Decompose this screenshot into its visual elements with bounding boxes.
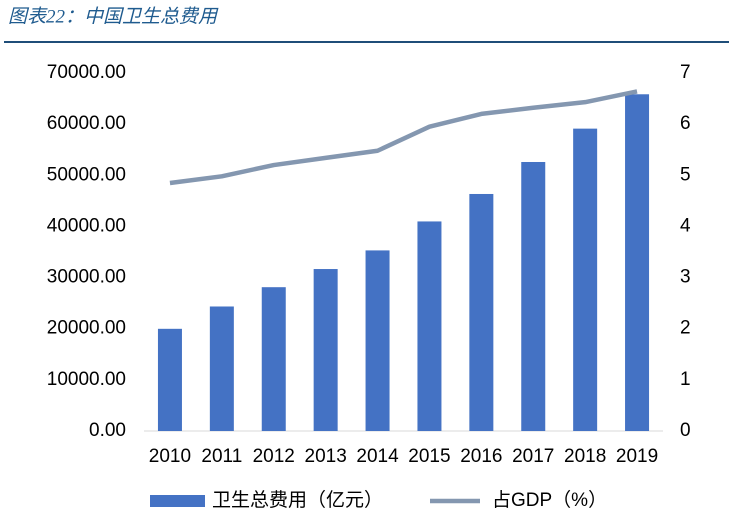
bar bbox=[261, 287, 286, 431]
x-tick-label: 2018 bbox=[564, 446, 606, 467]
bar bbox=[417, 221, 442, 431]
y2-tick-label: 3 bbox=[680, 267, 691, 288]
bar bbox=[209, 306, 234, 431]
legend-swatch bbox=[150, 495, 205, 507]
chart-title: 图表22：中国卫生总费用 bbox=[8, 6, 219, 27]
x-tick-label: 2014 bbox=[356, 446, 399, 467]
y2-tick-label: 1 bbox=[680, 369, 691, 390]
bar bbox=[313, 269, 338, 431]
bar bbox=[625, 94, 650, 431]
x-tick-label: 2017 bbox=[512, 446, 554, 467]
y2-tick-label: 5 bbox=[680, 164, 691, 185]
x-tick-label: 2016 bbox=[460, 446, 502, 467]
y2-tick-label: 4 bbox=[680, 215, 691, 236]
y-tick-label: 40000.00 bbox=[47, 215, 126, 236]
bar bbox=[365, 250, 390, 431]
bar bbox=[521, 161, 546, 432]
y2-tick-label: 0 bbox=[680, 420, 691, 441]
x-tick-label: 2019 bbox=[616, 446, 658, 467]
y-tick-label: 70000.00 bbox=[47, 62, 126, 83]
x-tick-label: 2011 bbox=[201, 446, 242, 467]
y-tick-label: 20000.00 bbox=[47, 318, 126, 339]
y-tick-label: 50000.00 bbox=[47, 164, 126, 185]
x-tick-label: 2010 bbox=[149, 446, 191, 467]
legend-label: 占GDP（%） bbox=[492, 489, 607, 511]
x-tick-label: 2012 bbox=[253, 446, 295, 467]
y-tick-label: 60000.00 bbox=[47, 113, 126, 134]
bar bbox=[157, 328, 182, 431]
bar bbox=[573, 128, 598, 432]
y2-tick-label: 6 bbox=[680, 113, 691, 134]
x-tick-label: 2015 bbox=[408, 446, 450, 467]
legend-label: 卫生总费用（亿元） bbox=[212, 489, 383, 511]
y2-tick-label: 7 bbox=[680, 62, 691, 83]
y-tick-label: 0.00 bbox=[89, 420, 126, 441]
y-tick-label: 10000.00 bbox=[47, 369, 126, 390]
x-tick-label: 2013 bbox=[305, 446, 347, 467]
y2-tick-label: 2 bbox=[680, 318, 691, 339]
bar bbox=[469, 193, 494, 431]
line bbox=[169, 89, 638, 186]
y-tick-label: 30000.00 bbox=[47, 267, 126, 288]
